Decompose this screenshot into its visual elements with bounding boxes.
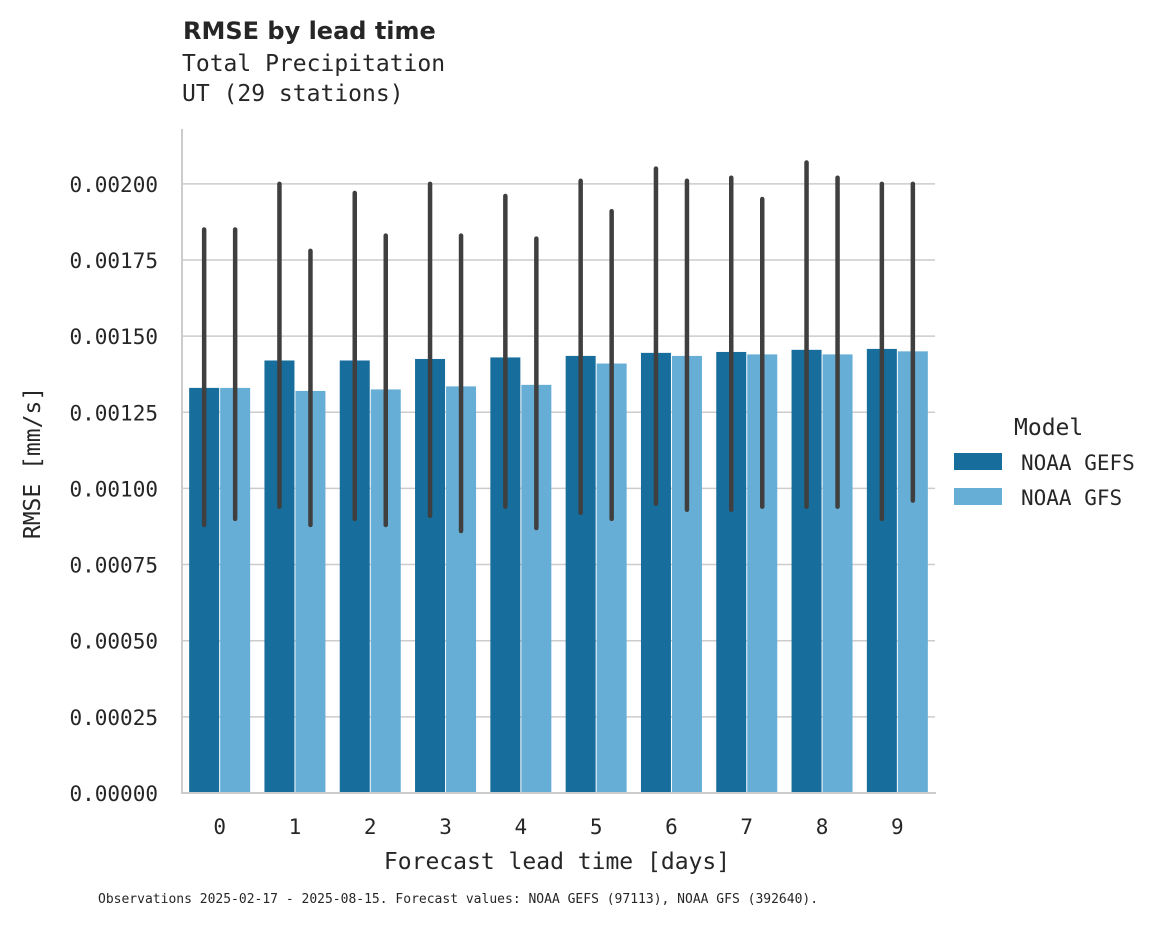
x-tick-label: 8 bbox=[816, 815, 829, 839]
y-tick-label: 0.00100 bbox=[69, 477, 158, 501]
y-tick-label: 0.00000 bbox=[69, 782, 158, 806]
gridlines bbox=[182, 183, 935, 794]
y-tick-label: 0.00150 bbox=[69, 325, 158, 349]
y-tick-label: 0.00025 bbox=[69, 706, 158, 730]
legend-title: Model bbox=[1014, 415, 1083, 441]
legend: Model NOAA GEFS NOAA GFS bbox=[954, 415, 1135, 510]
legend-label-noaa-gfs: NOAA GFS bbox=[1021, 486, 1122, 510]
x-tick-label: 7 bbox=[740, 815, 753, 839]
y-axis-label: RMSE [mm/s] bbox=[20, 387, 46, 539]
x-tick-label: 0 bbox=[213, 815, 226, 839]
y-tick-label: 0.00125 bbox=[69, 401, 158, 425]
legend-swatch-noaa-gfs bbox=[954, 488, 1002, 505]
footnote: Observations 2025-02-17 - 2025-08-15. Fo… bbox=[98, 892, 819, 907]
chart-subtitle-region: UT (29 stations) bbox=[182, 81, 404, 107]
chart-title: RMSE by lead time bbox=[183, 17, 436, 45]
y-tick-label: 0.00175 bbox=[69, 249, 158, 273]
x-tick-label: 2 bbox=[364, 815, 377, 839]
x-tick-labels: 0 1 2 3 4 5 6 7 8 9 bbox=[213, 815, 903, 839]
x-tick-label: 4 bbox=[515, 815, 528, 839]
bars bbox=[189, 348, 928, 793]
legend-label-noaa-gefs: NOAA GEFS bbox=[1021, 451, 1135, 475]
x-tick-label: 6 bbox=[665, 815, 678, 839]
y-tick-labels: 0.00000 0.00025 0.00050 0.00075 0.00100 0.001… bbox=[69, 173, 158, 806]
legend-swatch-noaa-gefs bbox=[954, 453, 1002, 470]
y-tick-label: 0.00200 bbox=[69, 173, 158, 197]
x-tick-label: 1 bbox=[289, 815, 302, 839]
x-tick-label: 3 bbox=[439, 815, 452, 839]
chart-subtitle-variable: Total Precipitation bbox=[182, 51, 446, 77]
y-tick-label: 0.00075 bbox=[69, 554, 158, 578]
x-tick-label: 9 bbox=[891, 815, 904, 839]
x-tick-label: 5 bbox=[590, 815, 603, 839]
x-axis-label: Forecast lead time [days] bbox=[384, 849, 730, 875]
y-tick-label: 0.00050 bbox=[69, 630, 158, 654]
error-bars bbox=[201, 160, 916, 534]
